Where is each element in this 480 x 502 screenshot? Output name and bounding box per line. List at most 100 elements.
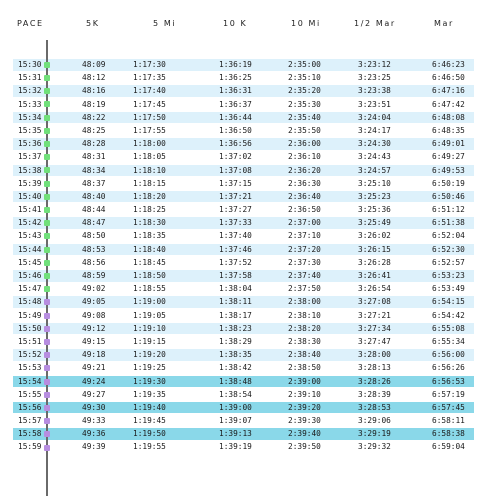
- time-10k-cell: 1:37:27: [219, 205, 252, 215]
- time-5k-cell: 48:50: [82, 231, 106, 241]
- pace-marker-dot: [44, 207, 50, 213]
- pace-cell: 15:48: [18, 297, 42, 307]
- time-5mi-cell: 1:19:20: [133, 350, 166, 360]
- header-half-marathon: 1/2 Mar: [354, 19, 396, 28]
- time-5k-cell: 49:33: [82, 416, 106, 426]
- time-10k-cell: 1:38:48: [219, 376, 252, 386]
- time-5k-cell: 48:16: [82, 86, 106, 96]
- table-row: 15:36 48:28 1:18:00 1:36:56 2:36:00 3:24:30 6:…: [13, 138, 474, 150]
- table-row: 15:58 49:36 1:19:50 1:39:13 2:39:40 3:29:19 6:…: [13, 428, 474, 440]
- pace-marker-dot: [44, 299, 50, 306]
- time-5k-cell: 49:05: [82, 297, 106, 307]
- time-10mi-cell: 2:35:20: [288, 86, 321, 96]
- row-background: [13, 217, 474, 229]
- pace-marker-dot: [44, 88, 50, 95]
- table-row: 15:43 48:50 1:18:35 1:37:40 2:37:10 3:26:02 6:…: [13, 230, 474, 242]
- pace-marker-dot: [44, 325, 50, 332]
- pace-marker-dot: [44, 273, 50, 279]
- pace-marker-dot: [44, 154, 50, 161]
- pace-marker-dot: [44, 378, 50, 385]
- pace-marker-dot: [44, 246, 50, 253]
- table-row: 15:46 48:59 1:18:50 1:37:58 2:37:40 3:26:41 6:…: [13, 270, 474, 282]
- time-10k-cell: 1:37:58: [219, 271, 252, 280]
- time-5k-cell: 48:44: [82, 205, 106, 215]
- row-background: [13, 204, 474, 216]
- header-5k: 5K: [86, 19, 100, 28]
- time-marathon-cell: 6:47:42: [432, 99, 465, 109]
- row-background: [13, 164, 474, 176]
- time-10mi-cell: 2:35:30: [288, 99, 321, 109]
- table-row: 15:51 49:15 1:19:15 1:38:29 2:38:30 3:27:47 6:…: [13, 335, 474, 348]
- time-5mi-cell: 1:19:50: [133, 429, 166, 439]
- table-row: 15:32 48:16 1:17:40 1:36:31 2:35:20 3:23:38 6:…: [13, 85, 474, 97]
- row-background: [13, 428, 474, 440]
- time-10mi-cell: 2:36:50: [288, 205, 321, 215]
- pace-cell: 15:59: [18, 442, 42, 452]
- time-10mi-cell: 2:39:50: [288, 442, 321, 452]
- time-half-marathon-cell: 3:27:21: [358, 310, 391, 320]
- table-row: 15:48 49:05 1:19:00 1:38:11 2:38:00 3:27:08 6:…: [13, 296, 474, 308]
- pace-marker-dot: [44, 286, 50, 293]
- time-10k-cell: 1:39:19: [219, 442, 252, 452]
- time-half-marathon-cell: 3:23:12: [358, 60, 391, 69]
- time-5k-cell: 48:40: [82, 191, 106, 201]
- pace-marker-dot: [44, 220, 50, 227]
- time-half-marathon-cell: 3:25:10: [358, 178, 391, 188]
- time-5k-cell: 49:12: [82, 323, 106, 333]
- pace-cell: 15:36: [18, 139, 42, 149]
- pace-marker-dot: [44, 180, 50, 187]
- time-5mi-cell: 1:19:30: [133, 376, 166, 386]
- time-10k-cell: 1:36:19: [219, 60, 252, 69]
- pace-marker-dot: [44, 391, 50, 398]
- time-10k-cell: 1:37:21: [219, 191, 252, 201]
- table-row: 15:59 49:39 1:19:55 1:39:19 2:39:50 3:29:32 6:…: [13, 441, 474, 453]
- time-5mi-cell: 1:18:20: [133, 191, 166, 201]
- time-marathon-cell: 6:46:50: [432, 73, 465, 83]
- time-10k-cell: 1:37:15: [219, 178, 252, 188]
- time-5k-cell: 48:19: [82, 99, 106, 109]
- time-10mi-cell: 2:39:00: [288, 376, 321, 386]
- pace-cell: 15:52: [18, 350, 42, 360]
- time-10mi-cell: 2:37:40: [288, 271, 321, 280]
- row-background: [13, 124, 474, 137]
- row-background: [13, 415, 474, 427]
- time-5k-cell: 48:31: [82, 152, 106, 162]
- time-10mi-cell: 2:39:30: [288, 416, 321, 426]
- time-half-marathon-cell: 3:25:23: [358, 191, 391, 201]
- pace-cell: 15:44: [18, 244, 42, 254]
- pace-cell: 15:32: [18, 86, 42, 96]
- time-5k-cell: 48:56: [82, 257, 106, 267]
- time-marathon-cell: 6:59:04: [432, 442, 465, 452]
- time-10k-cell: 1:36:50: [219, 125, 252, 135]
- time-marathon-cell: 6:57:45: [432, 402, 465, 412]
- time-marathon-cell: 6:52:30: [432, 244, 465, 254]
- time-half-marathon-cell: 3:26:02: [358, 231, 391, 241]
- time-10mi-cell: 2:37:50: [288, 284, 321, 294]
- pace-cell: 15:35: [18, 125, 42, 135]
- time-10k-cell: 1:37:52: [219, 257, 252, 267]
- pace-marker-dot: [44, 127, 50, 134]
- time-10k-cell: 1:38:23: [219, 323, 252, 333]
- time-5mi-cell: 1:19:00: [133, 297, 166, 307]
- row-background: [13, 362, 474, 374]
- time-5k-cell: 49:39: [82, 442, 106, 452]
- pace-cell: 15:45: [18, 257, 42, 267]
- time-half-marathon-cell: 3:28:00: [358, 350, 391, 360]
- pace-cell: 15:30: [18, 60, 42, 69]
- time-marathon-cell: 6:48:08: [432, 112, 465, 122]
- row-background: [13, 85, 474, 97]
- pace-cell: 15:39: [18, 178, 42, 188]
- time-5mi-cell: 1:17:45: [133, 99, 166, 109]
- time-10mi-cell: 2:38:30: [288, 336, 321, 346]
- time-marathon-cell: 6:52:57: [432, 257, 465, 267]
- time-10k-cell: 1:37:33: [219, 218, 252, 228]
- time-5mi-cell: 1:19:25: [133, 363, 166, 373]
- row-background: [13, 111, 474, 124]
- row-background: [13, 243, 474, 256]
- pace-cell: 15:54: [18, 376, 42, 386]
- time-marathon-cell: 6:51:38: [432, 218, 465, 228]
- pace-cell: 15:33: [18, 99, 42, 109]
- time-half-marathon-cell: 3:26:15: [358, 244, 391, 254]
- time-marathon-cell: 6:53:23: [432, 271, 465, 280]
- time-marathon-cell: 6:50:46: [432, 191, 465, 201]
